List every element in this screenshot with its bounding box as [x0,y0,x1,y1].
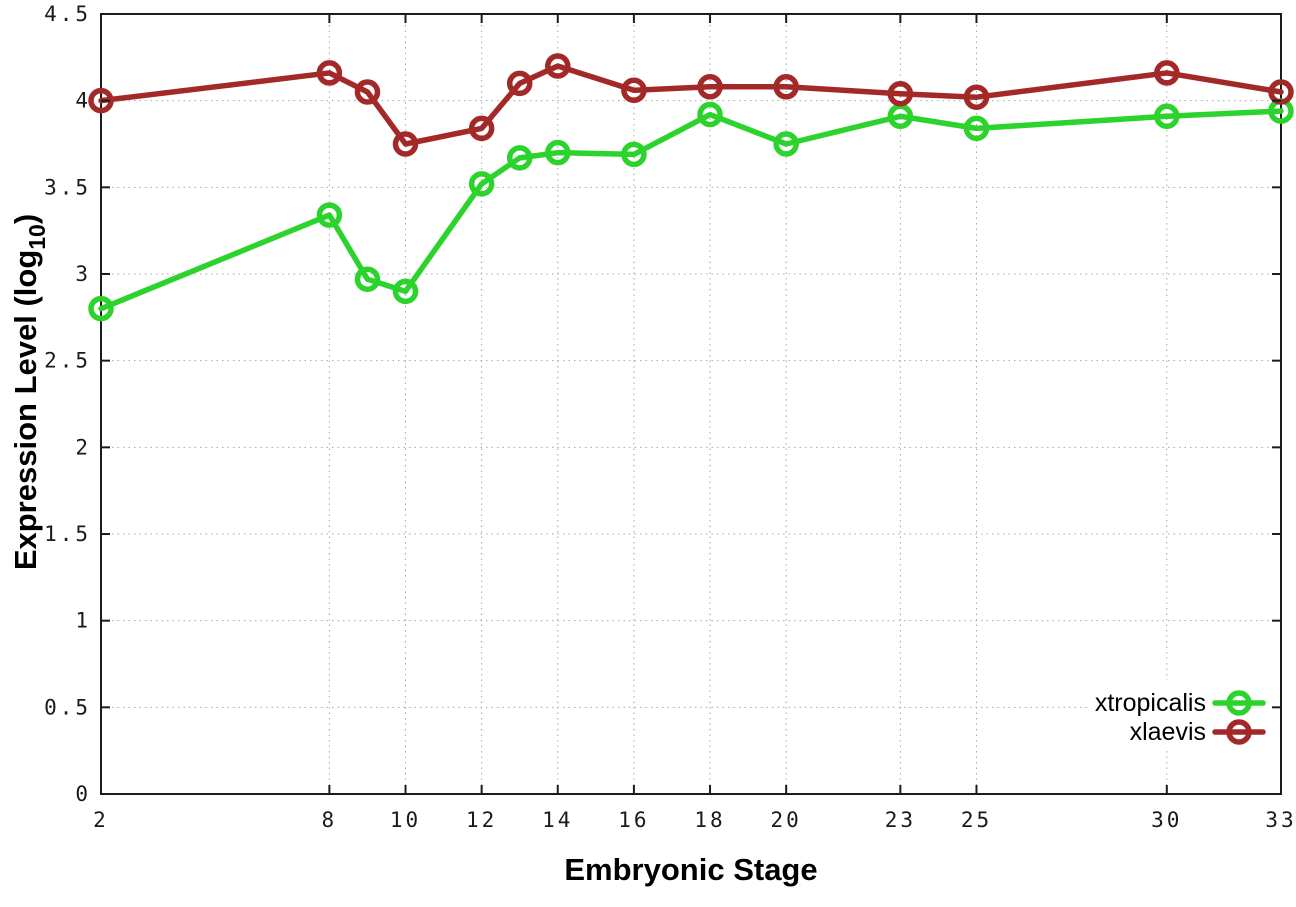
y-tick-label: 3.5 [44,175,91,199]
x-tick-label: 33 [1265,808,1296,832]
x-tick-label: 2 [93,808,109,832]
x-tick-label: 16 [618,808,649,832]
data-point-xtropicalis [697,101,723,128]
plot-border [100,13,1282,795]
data-point-xtropicalis [621,141,647,168]
x-tick-label: 30 [1151,808,1182,832]
y-axis-title-main: Expression Level (log [8,250,43,570]
series-xtropicalis [88,98,1294,322]
legend: xtropicalis xlaevis [1095,689,1266,746]
legend-label-xlaevis: xlaevis [1130,718,1206,746]
data-point-xlaevis [316,60,343,86]
data-point-xlaevis [468,115,495,142]
data-point-xtropicalis [506,145,533,171]
data-point-xlaevis [354,79,381,105]
data-point-xtropicalis [773,131,799,157]
data-point-xtropicalis [88,295,114,322]
y-tick-label: 0.5 [44,695,91,719]
y-tick-label: 3 [75,262,91,286]
plot-frame [100,13,1282,795]
x-tick-label: 10 [390,808,421,832]
data-point-xlaevis [963,84,990,110]
data-point-xtropicalis [468,171,495,197]
data-point-xtropicalis [963,115,990,142]
data-point-xlaevis [1268,79,1294,105]
y-tick-label: 4.5 [44,2,91,26]
x-tick-label: 8 [322,808,338,832]
series-line-xlaevis [98,63,1284,147]
data-point-xlaevis [773,74,799,100]
data-point-xtropicalis [316,202,343,228]
data-point-xtropicalis [354,266,381,292]
data-point-xtropicalis [545,139,571,166]
x-tick-label: 12 [466,808,497,832]
y-axis-title-subscript: 10 [24,224,50,250]
data-point-xlaevis [621,77,647,104]
data-point-xlaevis [88,87,114,114]
x-tick-label: 23 [885,808,916,832]
y-axis-title-close: ) [8,214,43,224]
x-tick-label: 25 [961,808,992,832]
axis-tick-labels: 0 0.5 1 1.5 2 2.5 3 3.5 4 4.5 2 8 10 12 14 16 18 20 23 25 30… [44,2,1296,832]
data-point-xlaevis [545,53,571,79]
y-tick-label: 2.5 [44,349,91,373]
gridlines [100,13,1282,795]
data-point-xlaevis [1154,60,1180,86]
legend-marker-icon-xlaevis [1226,719,1252,745]
legend-marker-icon-xtropicalis [1226,690,1252,716]
data-point-xlaevis [392,131,419,157]
x-tick-label: 18 [694,808,725,832]
series-line-xtropicalis [98,108,1284,312]
series-xlaevis [88,53,1294,157]
legend-label-xtropicalis: xtropicalis [1095,689,1206,717]
data-series [88,53,1294,322]
axis-ticks [100,13,1282,795]
data-point-xlaevis [506,70,533,97]
y-tick-label: 1 [75,609,91,633]
y-axis-title: Expression Level (log10) [8,214,50,570]
x-axis-title: Embryonic Stage [564,852,817,887]
y-tick-label: 1.5 [44,522,91,546]
legend-markers [1212,690,1266,745]
y-tick-label: 0 [75,782,91,806]
y-tick-label: 4 [75,89,91,113]
data-point-xtropicalis [1154,103,1180,130]
data-point-xlaevis [887,80,914,107]
data-point-xtropicalis [392,278,419,305]
x-tick-label: 20 [771,808,802,832]
x-tick-label: 14 [542,808,573,832]
data-point-xlaevis [697,74,723,100]
y-tick-label: 2 [75,435,91,459]
